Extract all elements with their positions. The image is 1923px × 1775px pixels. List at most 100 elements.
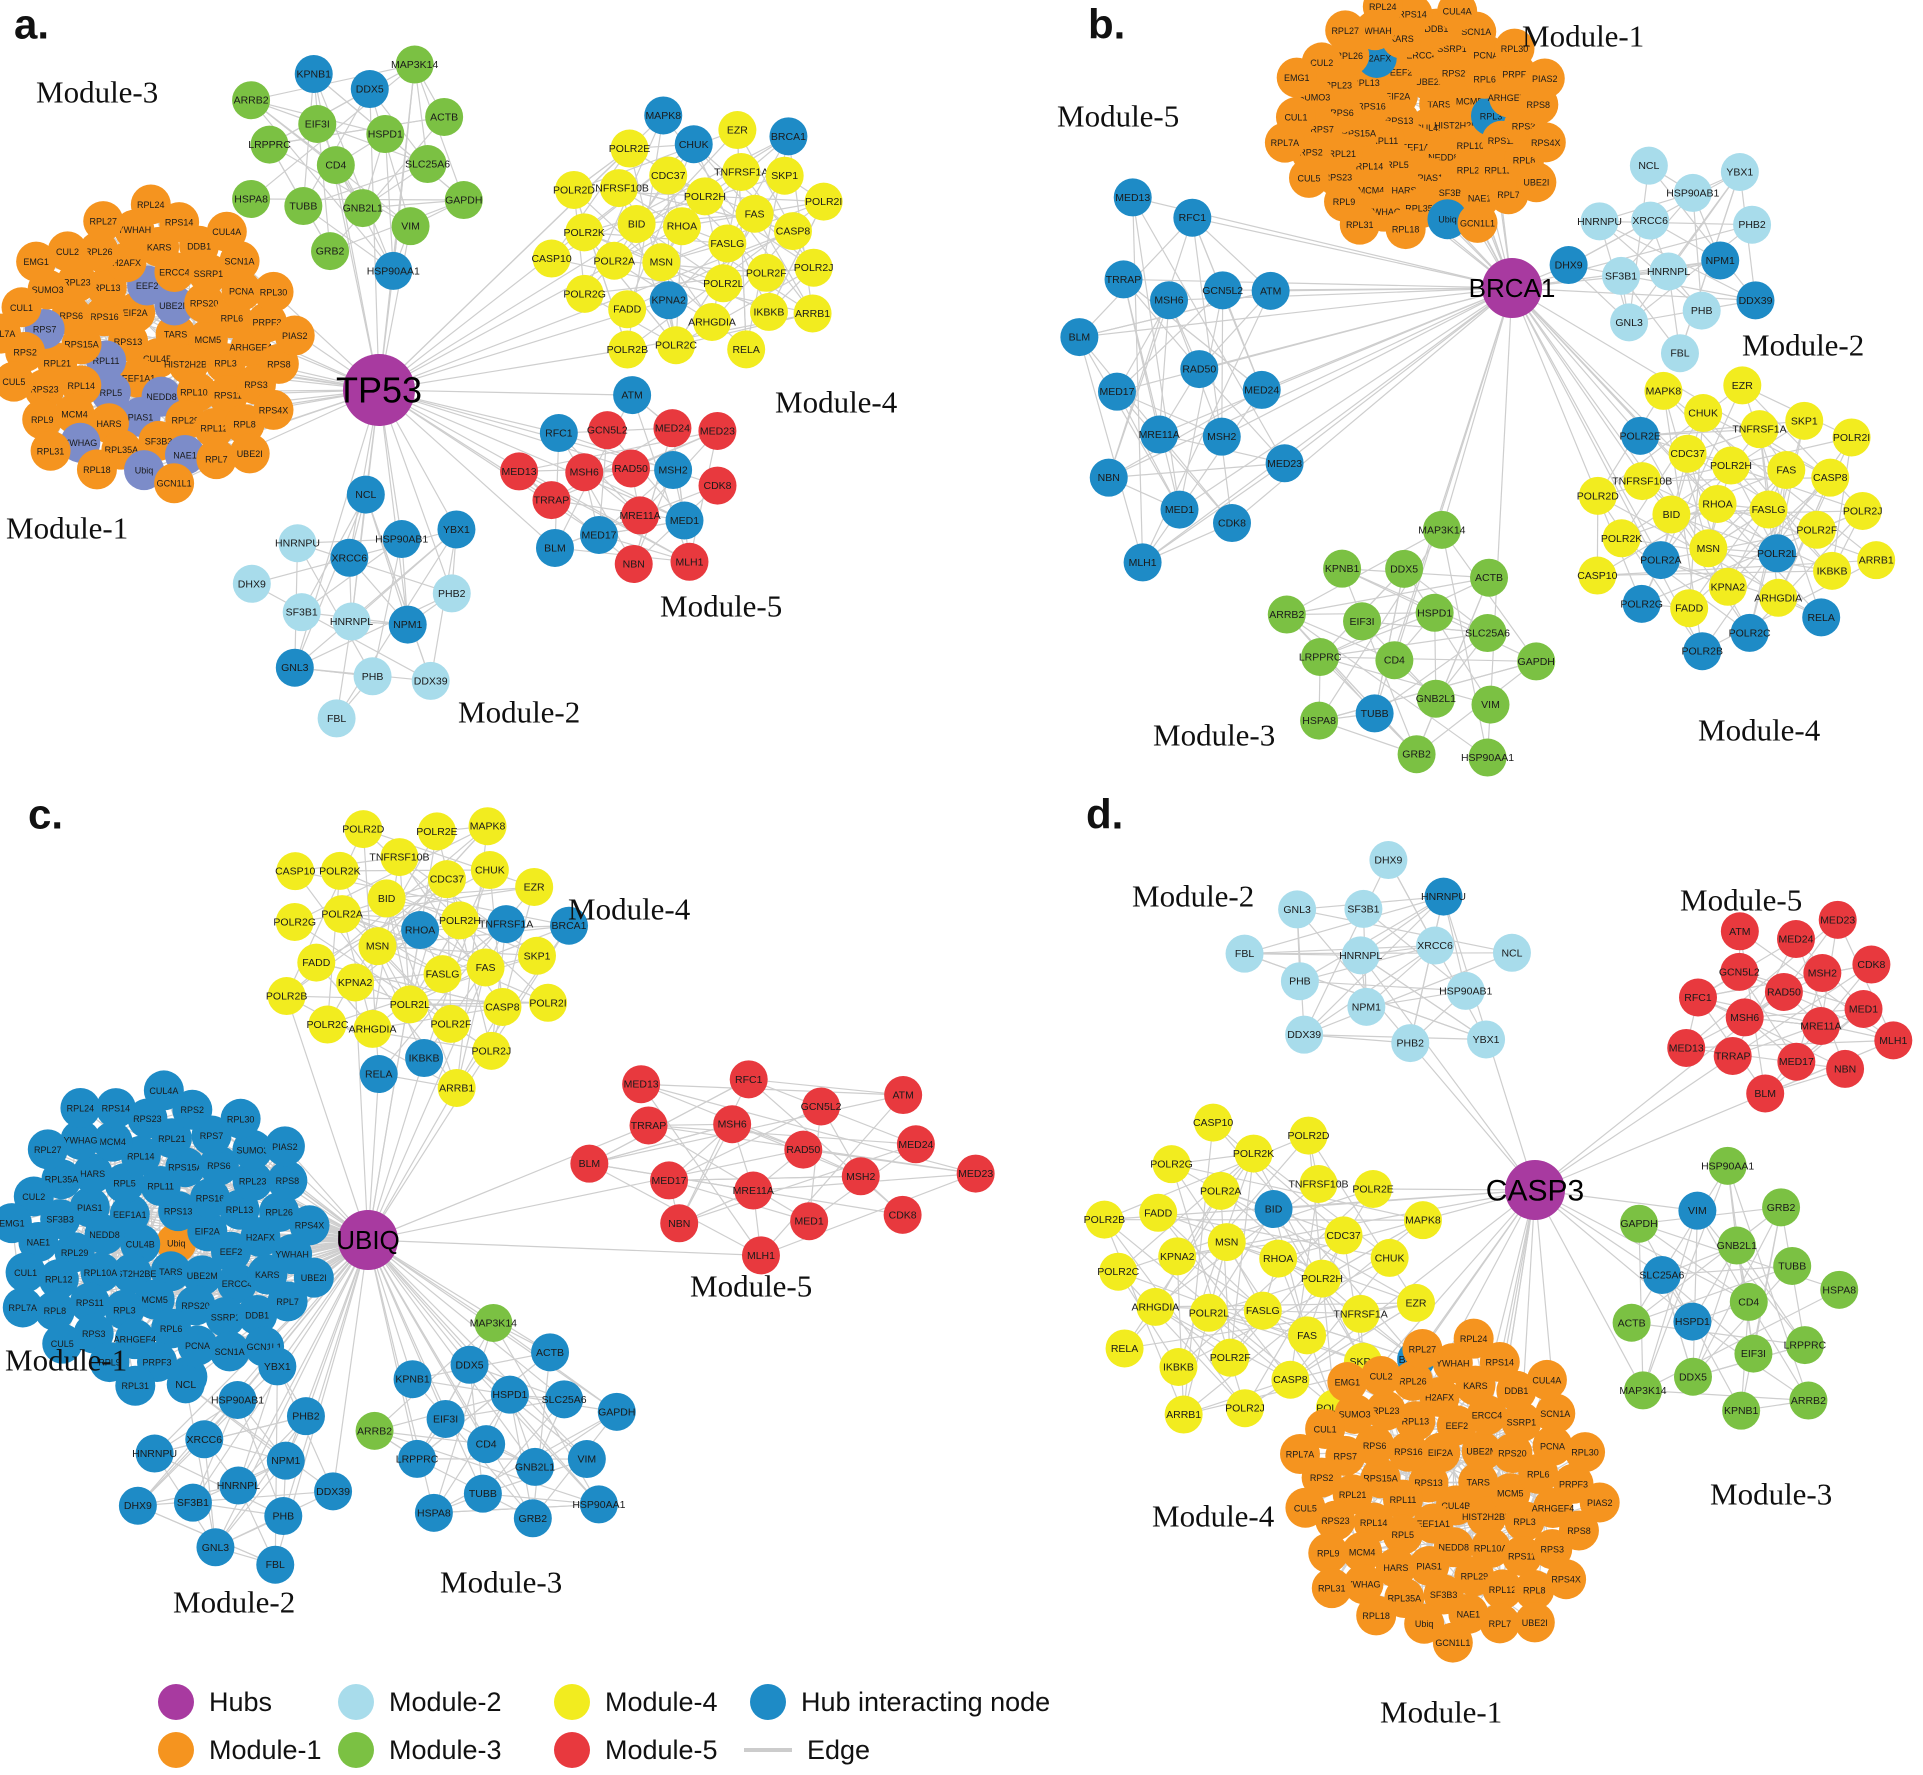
node-RPS4X: RPS4X [253, 389, 294, 430]
node-label: SF3B1 [1605, 270, 1637, 282]
node-label: HNRNPL [1339, 950, 1382, 962]
node-label: RPL35A [45, 1175, 79, 1185]
legend-item-edge: Edge [744, 1730, 1130, 1770]
node-label: RFC1 [1179, 212, 1207, 224]
node-label: VIM [1481, 699, 1500, 711]
node-RPL7A: RPL7A [0, 313, 22, 354]
node-MED24: MED24 [653, 409, 692, 448]
node-label: ARHGDIA [1754, 592, 1802, 604]
node-label: IKBKB [409, 1053, 440, 1065]
node-label: FBL [327, 713, 346, 725]
node-LRPPRC: LRPPRC [1784, 1326, 1827, 1365]
node-POLR2K: POLR2K [319, 851, 361, 890]
node-FASLG: FASLG [1243, 1291, 1282, 1330]
node-RPL24: RPL24 [1453, 1318, 1494, 1359]
node-DHX9: DHX9 [118, 1486, 157, 1525]
node-label: EIF2A [123, 308, 148, 318]
node-DDX5: DDX5 [1385, 549, 1424, 588]
node-EMG1: EMG1 [16, 241, 57, 282]
node-label: RPS14 [165, 218, 194, 228]
node-EIF3I: EIF3I [1734, 1334, 1773, 1373]
node-DDB1: DDB1 [237, 1295, 278, 1336]
node-label: GCN1L1 [1435, 1638, 1470, 1648]
node-CUL5: CUL5 [1285, 1487, 1326, 1528]
node-label: GRB2 [1767, 1202, 1796, 1214]
node-label: HNRNPU [1577, 216, 1622, 228]
node-PHB2: PHB2 [1733, 205, 1772, 244]
node-MSN: MSN [358, 927, 397, 966]
node-CD4: CD4 [316, 146, 355, 185]
node-label: FADD [302, 957, 330, 969]
node-label: CD4 [476, 1439, 497, 1451]
node-label: MCM4 [1358, 185, 1385, 195]
node-HSPA8: HSPA8 [232, 179, 271, 218]
node-POLR2D: POLR2D [342, 810, 385, 849]
node-PHB: PHB [353, 657, 392, 696]
node-label: RPL7A [0, 329, 15, 339]
node-ATM: ATM [613, 376, 652, 415]
node-RPS16: RPS16 [84, 296, 125, 337]
node-label: UBE2I [1523, 178, 1549, 188]
node-label: ARRB1 [1166, 1409, 1201, 1421]
node-label: RAD50 [1182, 364, 1216, 376]
node-EIF3I: EIF3I [1343, 602, 1382, 641]
node-label: RFC1 [1684, 992, 1712, 1004]
node-label: MCM5 [141, 1295, 168, 1305]
node-label: GCN1L1 [247, 1342, 282, 1352]
module-label: Module-3 [1153, 717, 1275, 752]
node-label: DHX9 [1555, 260, 1583, 272]
node-RPL9: RPL9 [1308, 1532, 1349, 1573]
node-label: Ubiq [1415, 1619, 1434, 1629]
node-CDC37: CDC37 [427, 860, 466, 899]
node-label: CHUK [1688, 408, 1718, 420]
module-label: Module-2 [1742, 327, 1864, 362]
node-EMG1: EMG1 [1276, 57, 1317, 98]
legend-label: Hubs [209, 1686, 273, 1717]
node-POLR2B: POLR2B [607, 330, 648, 369]
node-label: ARRB1 [439, 1082, 474, 1094]
node-XRCC6: XRCC6 [185, 1420, 224, 1459]
node-label: RPS20 [1498, 1449, 1527, 1459]
node-label: RPL6 [1527, 1469, 1550, 1479]
node-FBL: FBL [256, 1545, 295, 1584]
node-label: RPS7 [200, 1131, 224, 1141]
node-label: RELA [1807, 612, 1834, 624]
node-label: TNFRSF1A [1732, 424, 1786, 436]
node-POLR2A: POLR2A [321, 895, 363, 934]
node-label: KARS [1389, 34, 1414, 44]
node-SF3B1: SF3B1 [1344, 889, 1383, 928]
node-IKBKB: IKBKB [405, 1039, 444, 1078]
node-label: YWHAG [1367, 207, 1401, 217]
node-label: PHB [1691, 305, 1713, 317]
node-label: RAD50 [614, 463, 648, 475]
hub-label: UBIQ [336, 1225, 400, 1255]
node-POLR2K: POLR2K [1233, 1134, 1274, 1173]
node-label: RPL7A [1286, 1450, 1315, 1460]
node-SUMO3: SUMO3 [232, 1129, 273, 1170]
node-label: UBE2I [237, 449, 263, 459]
node-label: MED17 [1099, 386, 1134, 398]
node-RFC1: RFC1 [1678, 978, 1717, 1017]
node-FADD: FADD [608, 290, 647, 329]
node-label: TRRAP [1106, 274, 1142, 286]
node-label: HARS [1392, 185, 1417, 195]
module-label: Module-4 [1152, 1498, 1275, 1533]
node-label: VIM [401, 221, 420, 233]
node-HSP90AB1: HSP90AB1 [211, 1380, 264, 1419]
node-label: KPNB1 [1724, 1405, 1759, 1417]
node-XRCC6: XRCC6 [1631, 201, 1670, 240]
node-label: MED24 [655, 423, 690, 435]
node-label: FBL [266, 1559, 285, 1571]
node-label: CUL2 [56, 247, 79, 257]
node-MRE11A: MRE11A [619, 496, 661, 535]
node-RPL18: RPL18 [1356, 1595, 1397, 1636]
node-label: ARHGDIA [1131, 1301, 1179, 1313]
node-RPL12: RPL12 [194, 407, 235, 448]
node-label: KPNB1 [395, 1374, 430, 1386]
node-SKP1: SKP1 [1785, 401, 1824, 440]
node-label: BLM [1069, 332, 1091, 344]
node-CUL2: CUL2 [1361, 1355, 1402, 1396]
node-XRCC6: XRCC6 [330, 538, 369, 577]
node-label: NAE1 [1468, 193, 1492, 203]
node-label: RPL5 [1391, 1530, 1414, 1540]
